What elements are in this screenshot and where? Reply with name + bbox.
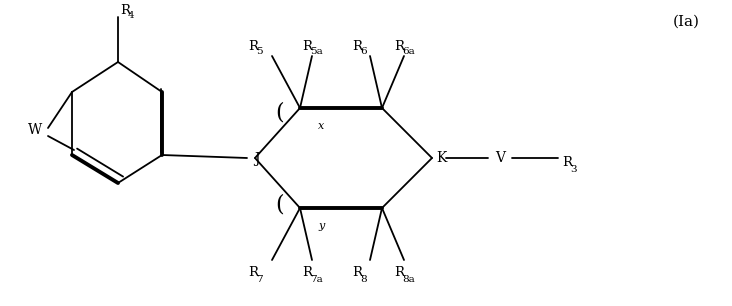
Text: 7a: 7a [310, 274, 323, 283]
Text: R: R [302, 39, 312, 53]
Text: R: R [394, 267, 404, 279]
Text: 5: 5 [256, 47, 263, 57]
Text: 4: 4 [128, 12, 135, 21]
Text: R: R [302, 267, 312, 279]
Text: R: R [394, 39, 404, 53]
Text: 8a: 8a [402, 274, 415, 283]
Text: (Ia): (Ia) [673, 15, 700, 29]
Text: 8: 8 [360, 274, 367, 283]
Text: 6a: 6a [402, 47, 415, 57]
Text: 3: 3 [570, 165, 577, 174]
Text: 5a: 5a [310, 47, 323, 57]
Text: x: x [318, 121, 324, 131]
Text: 6: 6 [360, 47, 367, 57]
Text: V: V [495, 151, 505, 165]
Text: W: W [28, 123, 42, 137]
Text: R: R [248, 267, 258, 279]
Text: 7: 7 [256, 274, 263, 283]
Text: R: R [120, 3, 130, 17]
Text: y: y [318, 221, 324, 231]
Text: R: R [562, 156, 572, 170]
Text: R: R [248, 39, 258, 53]
Text: R: R [352, 267, 362, 279]
Text: K: K [436, 151, 447, 165]
Text: (: ( [276, 193, 284, 215]
Text: (: ( [276, 101, 284, 123]
Text: R: R [352, 39, 362, 53]
Text: J: J [254, 152, 260, 166]
